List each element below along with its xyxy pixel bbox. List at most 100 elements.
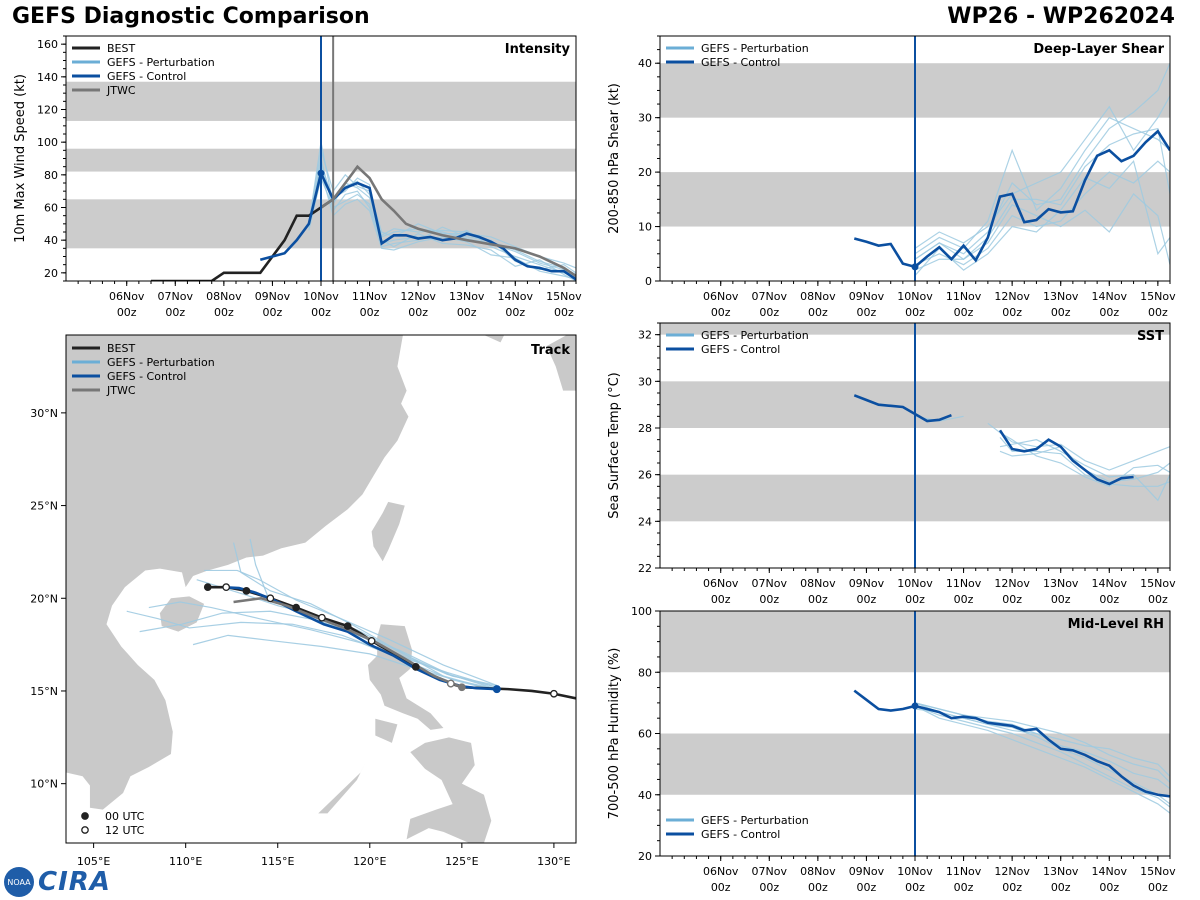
x-tick-hour-label: 00z (1148, 881, 1168, 894)
legend-label: GEFS - Perturbation (701, 814, 809, 827)
x-tick-day-label: 14Nov (1092, 865, 1128, 878)
perturbation-member-line (914, 95, 1170, 249)
y-tick-label: 24 (638, 515, 652, 528)
x-tick-hour-label: 00z (905, 881, 925, 894)
x-tick-day-label: 10Nov (897, 577, 933, 590)
lon-tick-label: 125°E (445, 855, 478, 868)
x-tick-hour-label: 00z (457, 306, 477, 319)
x-tick-day-label: 13Nov (1043, 290, 1079, 303)
y-tick-label: 28 (638, 422, 652, 435)
x-tick-day-label: 13Nov (1043, 577, 1079, 590)
x-tick-hour-label: 00z (165, 306, 185, 319)
logo-block: NOAA CIRA (4, 866, 111, 898)
init-marker (911, 263, 919, 271)
y-tick-label: 26 (638, 469, 652, 482)
best-track-line (151, 198, 334, 281)
x-tick-hour-label: 00z (759, 881, 779, 894)
landmass-korea (483, 335, 505, 343)
x-tick-hour-label: 00z (905, 593, 925, 606)
panel-title: SST (1137, 329, 1164, 344)
x-tick-day-label: 11Nov (946, 865, 982, 878)
x-tick-hour-label: 00z (1002, 306, 1022, 319)
track-marker-12utc (266, 594, 275, 603)
y-tick-label: 20 (638, 850, 652, 863)
x-tick-day-label: 08Nov (800, 865, 836, 878)
x-tick-day-label: 08Nov (800, 577, 836, 590)
perturbation-member-line (987, 422, 1170, 471)
legend-label: GEFS - Perturbation (107, 356, 215, 369)
y-tick-label: 20 (638, 166, 652, 179)
y-tick-label: 40 (638, 57, 652, 70)
track-marker-12utc (222, 583, 231, 591)
perturbation-member-line (308, 176, 576, 281)
x-tick-hour-label: 00z (954, 593, 974, 606)
x-tick-hour-label: 00z (905, 306, 925, 319)
y-tick-label: 0 (645, 275, 652, 288)
x-tick-day-label: 06Nov (703, 865, 739, 878)
x-tick-day-label: 11Nov (352, 290, 388, 303)
track-marker-00utc (457, 683, 466, 692)
track-perturbation-line (232, 542, 497, 692)
x-tick-day-label: 06Nov (109, 290, 145, 303)
x-tick-day-label: 07Nov (158, 290, 194, 303)
landmass-mainland (66, 335, 409, 810)
marker-legend-label: 12 UTC (105, 824, 145, 837)
panel-title: Intensity (505, 42, 571, 57)
marker-legend-symbol (81, 826, 89, 834)
lat-tick-label: 25°N (30, 500, 58, 513)
x-tick-hour-label: 00z (1099, 881, 1119, 894)
track-marker-12utc (367, 637, 376, 645)
track-frame (65, 334, 577, 844)
x-tick-day-label: 07Nov (752, 577, 788, 590)
track-perturbation-line (196, 579, 497, 688)
x-tick-day-label: 15Nov (1140, 865, 1176, 878)
perturbation-member-line (999, 439, 1170, 502)
x-tick-hour-label: 00z (954, 881, 974, 894)
x-tick-day-label: 12Nov (400, 290, 436, 303)
track-control-line (222, 585, 497, 691)
x-tick-hour-label: 00z (311, 306, 331, 319)
x-tick-day-label: 06Nov (703, 290, 739, 303)
x-tick-day-label: 12Nov (994, 577, 1030, 590)
marker-legend-symbol (81, 812, 89, 820)
x-tick-hour-label: 00z (711, 306, 731, 319)
y-tick-label: 100 (631, 605, 652, 618)
x-tick-day-label: 15Nov (1140, 577, 1176, 590)
perturbation-member-line (999, 432, 1170, 488)
legend-label: BEST (107, 342, 135, 355)
lon-tick-label: 130°E (537, 855, 570, 868)
figure-title: GEFS Diagnostic Comparison (12, 4, 370, 29)
x-tick-hour-label: 00z (1051, 881, 1071, 894)
x-tick-hour-label: 00z (954, 306, 974, 319)
x-tick-day-label: 12Nov (994, 865, 1030, 878)
x-tick-hour-label: 00z (1051, 593, 1071, 606)
y-axis-label: 10m Max Wind Speed (kt) (13, 74, 28, 243)
track-perturbation-line (204, 569, 498, 686)
y-tick-label: 20 (44, 267, 58, 280)
legend-label: GEFS - Perturbation (701, 42, 809, 55)
y-tick-label: 40 (44, 234, 58, 247)
init-marker (911, 702, 919, 710)
legend-label: JTWC (106, 384, 136, 397)
perturbation-member-line (914, 160, 1170, 266)
x-tick-hour-label: 00z (759, 593, 779, 606)
x-tick-day-label: 15Nov (1140, 290, 1176, 303)
x-tick-day-label: 12Nov (994, 290, 1030, 303)
control-line (259, 169, 576, 281)
perturbation-member-line (914, 705, 1170, 814)
marker-legend-label: 00 UTC (105, 810, 145, 823)
y-tick-label: 40 (638, 789, 652, 802)
cira-logo: CIRA (38, 867, 111, 897)
x-tick-hour-label: 00z (808, 881, 828, 894)
legend-label: GEFS - Control (107, 70, 186, 83)
track-marker-00utc (292, 603, 300, 612)
x-tick-day-label: 07Nov (752, 290, 788, 303)
x-tick-day-label: 14Nov (1092, 577, 1128, 590)
y-axis-label: 700-500 hPa Humidity (%) (607, 648, 622, 820)
legend-label: GEFS - Control (701, 56, 780, 69)
lat-tick-label: 15°N (30, 685, 58, 698)
x-tick-hour-label: 00z (711, 881, 731, 894)
control-line (853, 689, 1170, 798)
panel-shear: 0 10 20 30 40 06Nov 00z 07Nov 00z 08Nov 00z 09Nov 00… (607, 35, 1176, 319)
x-tick-day-label: 09Nov (849, 290, 885, 303)
